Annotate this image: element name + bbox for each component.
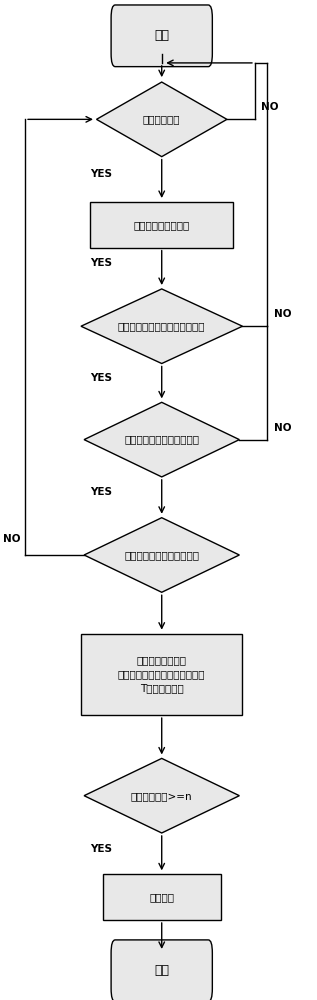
Polygon shape: [84, 758, 239, 833]
Polygon shape: [84, 402, 239, 477]
Text: YES: YES: [90, 258, 112, 268]
Text: YES: YES: [90, 373, 112, 383]
Bar: [103, 874, 221, 920]
Bar: [90, 202, 233, 248]
Text: NO: NO: [274, 423, 291, 433]
Text: 采集联接变网侧电压: 采集联接变网侧电压: [133, 220, 190, 230]
Text: 极控跳闸: 极控跳闸: [149, 892, 174, 902]
Text: 阀控系统判断桥臂电流小？: 阀控系统判断桥臂电流小？: [124, 550, 199, 560]
Text: 极控记录闭锁次数
当暂时性闭锁信号消失后，延时
T时间再次解锁: 极控记录闭锁次数 当暂时性闭锁信号消失后，延时 T时间再次解锁: [118, 655, 205, 693]
Text: YES: YES: [90, 487, 112, 497]
Polygon shape: [96, 82, 227, 157]
Bar: [81, 634, 243, 715]
Text: 判断联接变网侧交流系统故障？: 判断联接变网侧交流系统故障？: [118, 321, 205, 331]
Text: NO: NO: [274, 309, 291, 319]
Text: 开始: 开始: [154, 29, 169, 42]
Text: NO: NO: [261, 102, 279, 112]
Text: YES: YES: [90, 844, 112, 854]
Text: NO: NO: [3, 534, 20, 544]
Polygon shape: [84, 518, 239, 592]
Text: YES: YES: [90, 169, 112, 179]
Text: 结束: 结束: [154, 964, 169, 977]
FancyBboxPatch shape: [111, 940, 212, 1000]
Text: 换流阀解锁？: 换流阀解锁？: [143, 114, 180, 124]
Text: 极控闭锁次数>=n: 极控闭锁次数>=n: [131, 791, 192, 801]
Text: 阀控系统判定桥臂电流大？: 阀控系统判定桥臂电流大？: [124, 435, 199, 445]
FancyBboxPatch shape: [111, 5, 212, 67]
Polygon shape: [81, 289, 243, 364]
